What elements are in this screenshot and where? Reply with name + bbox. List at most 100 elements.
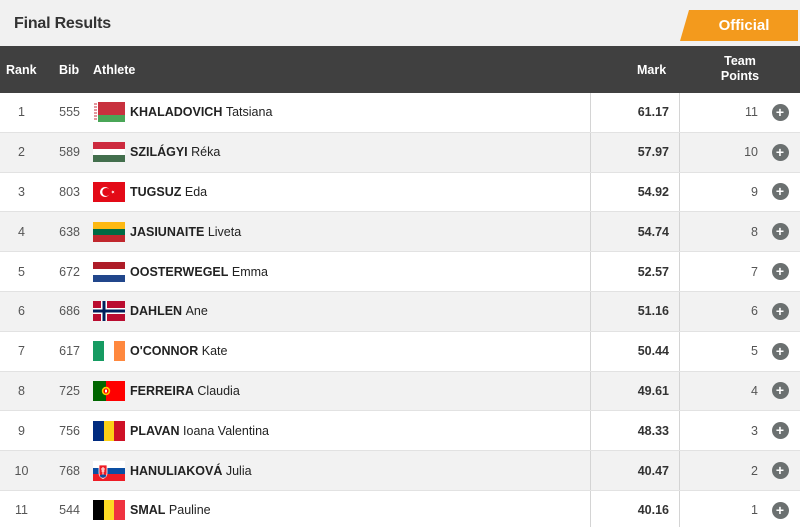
athlete-given-name: Claudia bbox=[197, 383, 240, 398]
athlete-name[interactable]: PLAVAN Ioana Valentina bbox=[130, 411, 269, 450]
expand-row-button[interactable]: + bbox=[770, 133, 790, 172]
bib-cell: 686 bbox=[59, 304, 80, 319]
slovakia-flag bbox=[93, 460, 125, 481]
rank-cell: 8 bbox=[18, 383, 25, 398]
mark-cell: 52.57 bbox=[590, 252, 680, 291]
bib-cell: 638 bbox=[59, 224, 80, 239]
expand-row-button[interactable]: + bbox=[770, 212, 790, 251]
plus-icon: + bbox=[771, 462, 789, 480]
bib-cell: 756 bbox=[59, 423, 80, 438]
mark-cell: 48.33 bbox=[590, 411, 680, 451]
mark-cell: 57.97 bbox=[590, 132, 680, 172]
table-row[interactable]: 11 544 SMAL Pauline 40.16 1 + bbox=[0, 490, 800, 527]
table-row[interactable]: 4 638 JASIUNAITE Liveta 54.74 8 + bbox=[0, 212, 800, 253]
athlete-name[interactable]: HANULIAKOVÁ Julia bbox=[130, 451, 252, 490]
expand-row-button[interactable]: + bbox=[770, 292, 790, 331]
rank-cell: 11 bbox=[15, 503, 28, 518]
expand-row-button[interactable]: + bbox=[770, 411, 790, 450]
team-points-cell: 5 bbox=[751, 344, 758, 359]
team-points-cell: 4 bbox=[751, 383, 758, 398]
athlete-name[interactable]: SMAL Pauline bbox=[130, 491, 211, 527]
bib-cell: 672 bbox=[59, 264, 80, 279]
mark-cell: 49.61 bbox=[590, 371, 680, 411]
mark-cell: 51.16 bbox=[590, 291, 680, 331]
athlete-name[interactable]: SZILÁGYI Réka bbox=[130, 133, 220, 172]
column-header-rank[interactable]: Rank bbox=[6, 63, 37, 77]
table-row[interactable]: 9 756 PLAVAN Ioana Valentina 48.33 3 + bbox=[0, 411, 800, 452]
expand-row-button[interactable]: + bbox=[770, 451, 790, 490]
lithuania-flag bbox=[93, 221, 125, 242]
expand-row-button[interactable]: + bbox=[770, 93, 790, 132]
bib-cell: 768 bbox=[59, 463, 80, 478]
rank-cell: 3 bbox=[18, 184, 25, 199]
mark-cell: 61.17 bbox=[590, 93, 680, 132]
flag-cell bbox=[93, 411, 126, 450]
column-header-athlete[interactable]: Athlete bbox=[93, 63, 136, 77]
bib-cell: 589 bbox=[59, 145, 80, 160]
flag-cell bbox=[93, 451, 126, 490]
results-table-body: 1 555 KHALADOVICH Tatsiana 61.17 11 +2 589 SZIL… bbox=[0, 93, 800, 527]
team-points-cell: 1 bbox=[751, 503, 758, 518]
athlete-name[interactable]: OOSTERWEGEL Emma bbox=[130, 252, 268, 291]
belarus-flag bbox=[93, 102, 125, 123]
athlete-given-name: Emma bbox=[231, 264, 268, 279]
table-row[interactable]: 6 686 DAHLEN Ane 51.16 6 + bbox=[0, 291, 800, 332]
table-row[interactable]: 5 672 OOSTERWEGEL Emma 52.57 7 + bbox=[0, 252, 800, 292]
hungary-flag bbox=[93, 142, 125, 163]
column-header-team-points[interactable]: Team Points bbox=[720, 54, 760, 83]
plus-icon: + bbox=[771, 382, 789, 400]
flag-cell bbox=[93, 332, 126, 371]
rank-cell: 6 bbox=[18, 304, 25, 319]
column-header-bib[interactable]: Bib bbox=[59, 63, 80, 77]
rank-cell: 1 bbox=[18, 105, 25, 120]
expand-row-button[interactable]: + bbox=[770, 491, 790, 527]
table-row[interactable]: 7 617 O'CONNOR Kate 50.44 5 + bbox=[0, 331, 800, 372]
table-row[interactable]: 1 555 KHALADOVICH Tatsiana 61.17 11 + bbox=[0, 93, 800, 133]
athlete-name[interactable]: TUGSUZ Eda bbox=[130, 173, 207, 212]
netherlands-flag bbox=[93, 261, 125, 282]
belgium-flag bbox=[93, 500, 125, 521]
athlete-surname: TUGSUZ bbox=[130, 184, 182, 199]
expand-row-button[interactable]: + bbox=[770, 173, 790, 212]
athlete-given-name: Liveta bbox=[207, 224, 242, 239]
athlete-surname: SZILÁGYI bbox=[130, 145, 188, 160]
athlete-name[interactable]: FERREIRA Claudia bbox=[130, 372, 240, 411]
expand-row-button[interactable]: + bbox=[770, 252, 790, 291]
rank-cell: 5 bbox=[18, 264, 25, 279]
rank-cell: 10 bbox=[14, 463, 29, 478]
athlete-given-name: Pauline bbox=[168, 503, 211, 518]
athlete-given-name: Ane bbox=[185, 304, 208, 319]
athlete-name[interactable]: JASIUNAITE Liveta bbox=[130, 212, 241, 251]
athlete-name[interactable]: DAHLEN Ane bbox=[130, 292, 208, 331]
status-badge: Official bbox=[680, 10, 798, 41]
athlete-given-name: Kate bbox=[201, 344, 228, 359]
team-points-cell: 8 bbox=[751, 224, 758, 239]
flag-cell bbox=[93, 212, 126, 251]
norway-flag bbox=[93, 301, 125, 322]
table-row[interactable]: 8 725 FERREIRA Claudia 49.61 4 + bbox=[0, 371, 800, 412]
flag-cell bbox=[93, 252, 126, 291]
flag-cell bbox=[93, 292, 126, 331]
plus-icon: + bbox=[771, 302, 789, 320]
table-row[interactable]: 3 803 TUGSUZ Eda 54.92 9 + bbox=[0, 172, 800, 213]
table-header: Rank Bib Athlete Mark Team Points bbox=[0, 46, 800, 93]
athlete-name[interactable]: O'CONNOR Kate bbox=[130, 332, 227, 371]
expand-row-button[interactable]: + bbox=[770, 332, 790, 371]
athlete-surname: O'CONNOR bbox=[130, 344, 199, 359]
turkey-flag bbox=[93, 181, 125, 202]
bib-cell: 617 bbox=[59, 344, 80, 359]
athlete-given-name: Réka bbox=[191, 145, 221, 160]
flag-cell bbox=[93, 372, 126, 411]
table-row[interactable]: 10 768 HANULIAKOVÁ Julia 40.47 2 + bbox=[0, 451, 800, 491]
table-row[interactable]: 2 589 SZILÁGYI Réka 57.97 10 + bbox=[0, 132, 800, 173]
mark-cell: 50.44 bbox=[590, 331, 680, 371]
mark-cell: 40.47 bbox=[590, 451, 680, 490]
athlete-name[interactable]: KHALADOVICH Tatsiana bbox=[130, 93, 272, 132]
expand-row-button[interactable]: + bbox=[770, 372, 790, 411]
column-header-mark[interactable]: Mark bbox=[637, 63, 667, 77]
mark-cell: 54.92 bbox=[590, 172, 680, 212]
ireland-flag bbox=[93, 341, 125, 362]
page-title: Final Results bbox=[14, 15, 111, 32]
athlete-surname: FERREIRA bbox=[130, 383, 194, 398]
rank-cell: 4 bbox=[18, 224, 25, 239]
